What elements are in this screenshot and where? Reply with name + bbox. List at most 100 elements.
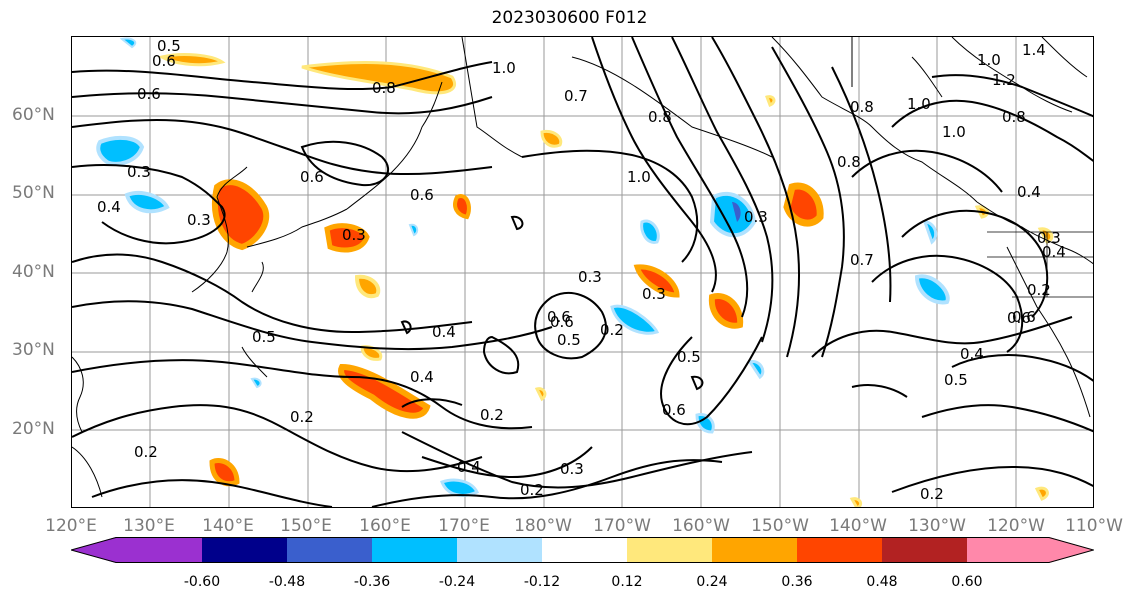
colorbar-segment	[71, 537, 116, 563]
contour-label: 0.8	[1002, 108, 1026, 126]
coastlines	[72, 37, 1093, 498]
colorbar-segment	[882, 537, 967, 563]
contour-label: 1.0	[627, 168, 651, 186]
lat-label: 30°N	[12, 340, 55, 360]
colorbar-tick: 0.36	[781, 574, 813, 590]
colorbar-segment	[1049, 537, 1094, 563]
lon-label: 130°W	[908, 516, 966, 536]
contour-label: 0.5	[944, 371, 968, 389]
negative-anomaly-shading	[96, 37, 950, 497]
contour-label: 1.4	[1022, 41, 1046, 59]
contour-label: 0.4	[1042, 243, 1066, 261]
contour-label: 0.2	[600, 321, 624, 339]
contour-label: 0.3	[560, 460, 584, 478]
contour-label: 1.0	[977, 51, 1001, 69]
lon-label: 160°E	[359, 516, 411, 536]
contour-label: 0.2	[520, 481, 544, 499]
contour-label: 0.5	[252, 328, 276, 346]
contour-label: 1.0	[907, 95, 931, 113]
lat-label: 20°N	[12, 419, 55, 439]
contour-label: 0.3	[744, 208, 768, 226]
lon-label: 180°W	[514, 516, 572, 536]
colorbar-segment	[542, 537, 627, 563]
contour-lines	[72, 37, 1093, 507]
contour-label: 0.2	[480, 406, 504, 424]
colorbar-tick: -0.24	[438, 574, 476, 590]
contour-label: 0.4	[1017, 183, 1041, 201]
contour-label: 0.4	[960, 345, 984, 363]
map-panel: 0.5 0.6 0.6 0.8 1.0 0.7 0.8 1.0 1.2 1.4 …	[71, 36, 1094, 508]
contour-label: 0.4	[457, 458, 481, 476]
contour-label: 1.0	[942, 123, 966, 141]
lon-label: 140°E	[202, 516, 254, 536]
contour-label: 0.6	[300, 168, 324, 186]
contour-label: 0.3	[578, 268, 602, 286]
colorbar-segment	[797, 537, 882, 563]
contour-label: 0.5	[157, 37, 181, 55]
colorbar-tick: -0.12	[523, 574, 561, 590]
colorbar-tick: 0.60	[951, 574, 983, 590]
colorbar-segment	[287, 537, 372, 563]
contour-label-group: 0.5 0.6 0.6 0.8 1.0 0.7 0.8 1.0 1.2 1.4 …	[97, 37, 1066, 503]
map-canvas: 0.5 0.6 0.6 0.8 1.0 0.7 0.8 1.0 1.2 1.4 …	[72, 37, 1093, 507]
contour-label: 0.2	[920, 485, 944, 503]
colorbar-tick: 0.12	[611, 574, 643, 590]
lat-label: 60°N	[12, 105, 55, 125]
contour-label: 0.6	[547, 308, 571, 326]
contour-label: 0.4	[432, 323, 456, 341]
contour-label: 0.8	[837, 153, 861, 171]
boundaries	[851, 37, 1093, 298]
lon-label: 120°W	[987, 516, 1045, 536]
contour-label: 0.6	[550, 313, 574, 331]
lon-label: 170°E	[438, 516, 490, 536]
contour-label: 0.3	[127, 163, 151, 181]
colorbar-tick: 0.48	[866, 574, 898, 590]
lon-label: 120°E	[45, 516, 97, 536]
contour-label: 0.2	[1027, 281, 1051, 299]
contour-label: 0.3	[342, 226, 366, 244]
contour-label: 0.7	[850, 251, 874, 269]
lon-label: 150°W	[751, 516, 809, 536]
map-title: 2023030600 F012	[491, 8, 648, 28]
colorbar-tick: -0.60	[183, 574, 221, 590]
colorbar-segment	[202, 537, 287, 563]
contour-label: 0.2	[134, 443, 158, 461]
contour-label: 0.6	[152, 52, 176, 70]
colorbar-segment	[712, 537, 797, 563]
contour-label: 0.5	[557, 331, 581, 349]
colorbar-tick: 0.24	[696, 574, 728, 590]
contour-label: 1.2	[992, 71, 1016, 89]
lon-label: 170°W	[593, 516, 651, 536]
lon-label: 150°E	[280, 516, 332, 536]
contour-label: 0.6	[1007, 309, 1031, 327]
contour-label: 0.3	[642, 285, 666, 303]
contour-label: 1.0	[492, 59, 516, 77]
contour-label: 0.2	[290, 408, 314, 426]
colorbar-tick: -0.48	[268, 574, 306, 590]
contour-label: 0.6	[410, 186, 434, 204]
colorbar-segment	[116, 537, 202, 563]
colorbar-outline	[71, 537, 1094, 563]
lon-label: 140°W	[829, 516, 887, 536]
contour-label: 0.6	[137, 85, 161, 103]
lat-label: 40°N	[12, 262, 55, 282]
colorbar-tick: -0.36	[353, 574, 391, 590]
contour-label: 0.4	[97, 198, 121, 216]
lon-label: 130°E	[123, 516, 175, 536]
lat-label: 50°N	[12, 183, 55, 203]
lon-label: 110°W	[1065, 516, 1123, 536]
colorbar	[71, 537, 1094, 563]
lon-label: 160°W	[672, 516, 730, 536]
contour-label: 0.8	[372, 79, 396, 97]
contour-label: 0.6	[1012, 308, 1036, 326]
colorbar-segment	[627, 537, 712, 563]
contour-label: 0.8	[648, 108, 672, 126]
contour-label: 0.4	[410, 368, 434, 386]
colorbar-segment	[372, 537, 457, 563]
contour-label: 0.6	[662, 401, 686, 419]
colorbar-segment	[457, 537, 542, 563]
contour-label: 0.7	[564, 87, 588, 105]
contour-label: 0.3	[187, 211, 211, 229]
contour-label: 0.8	[850, 98, 874, 116]
contour-label: 0.5	[677, 348, 701, 366]
